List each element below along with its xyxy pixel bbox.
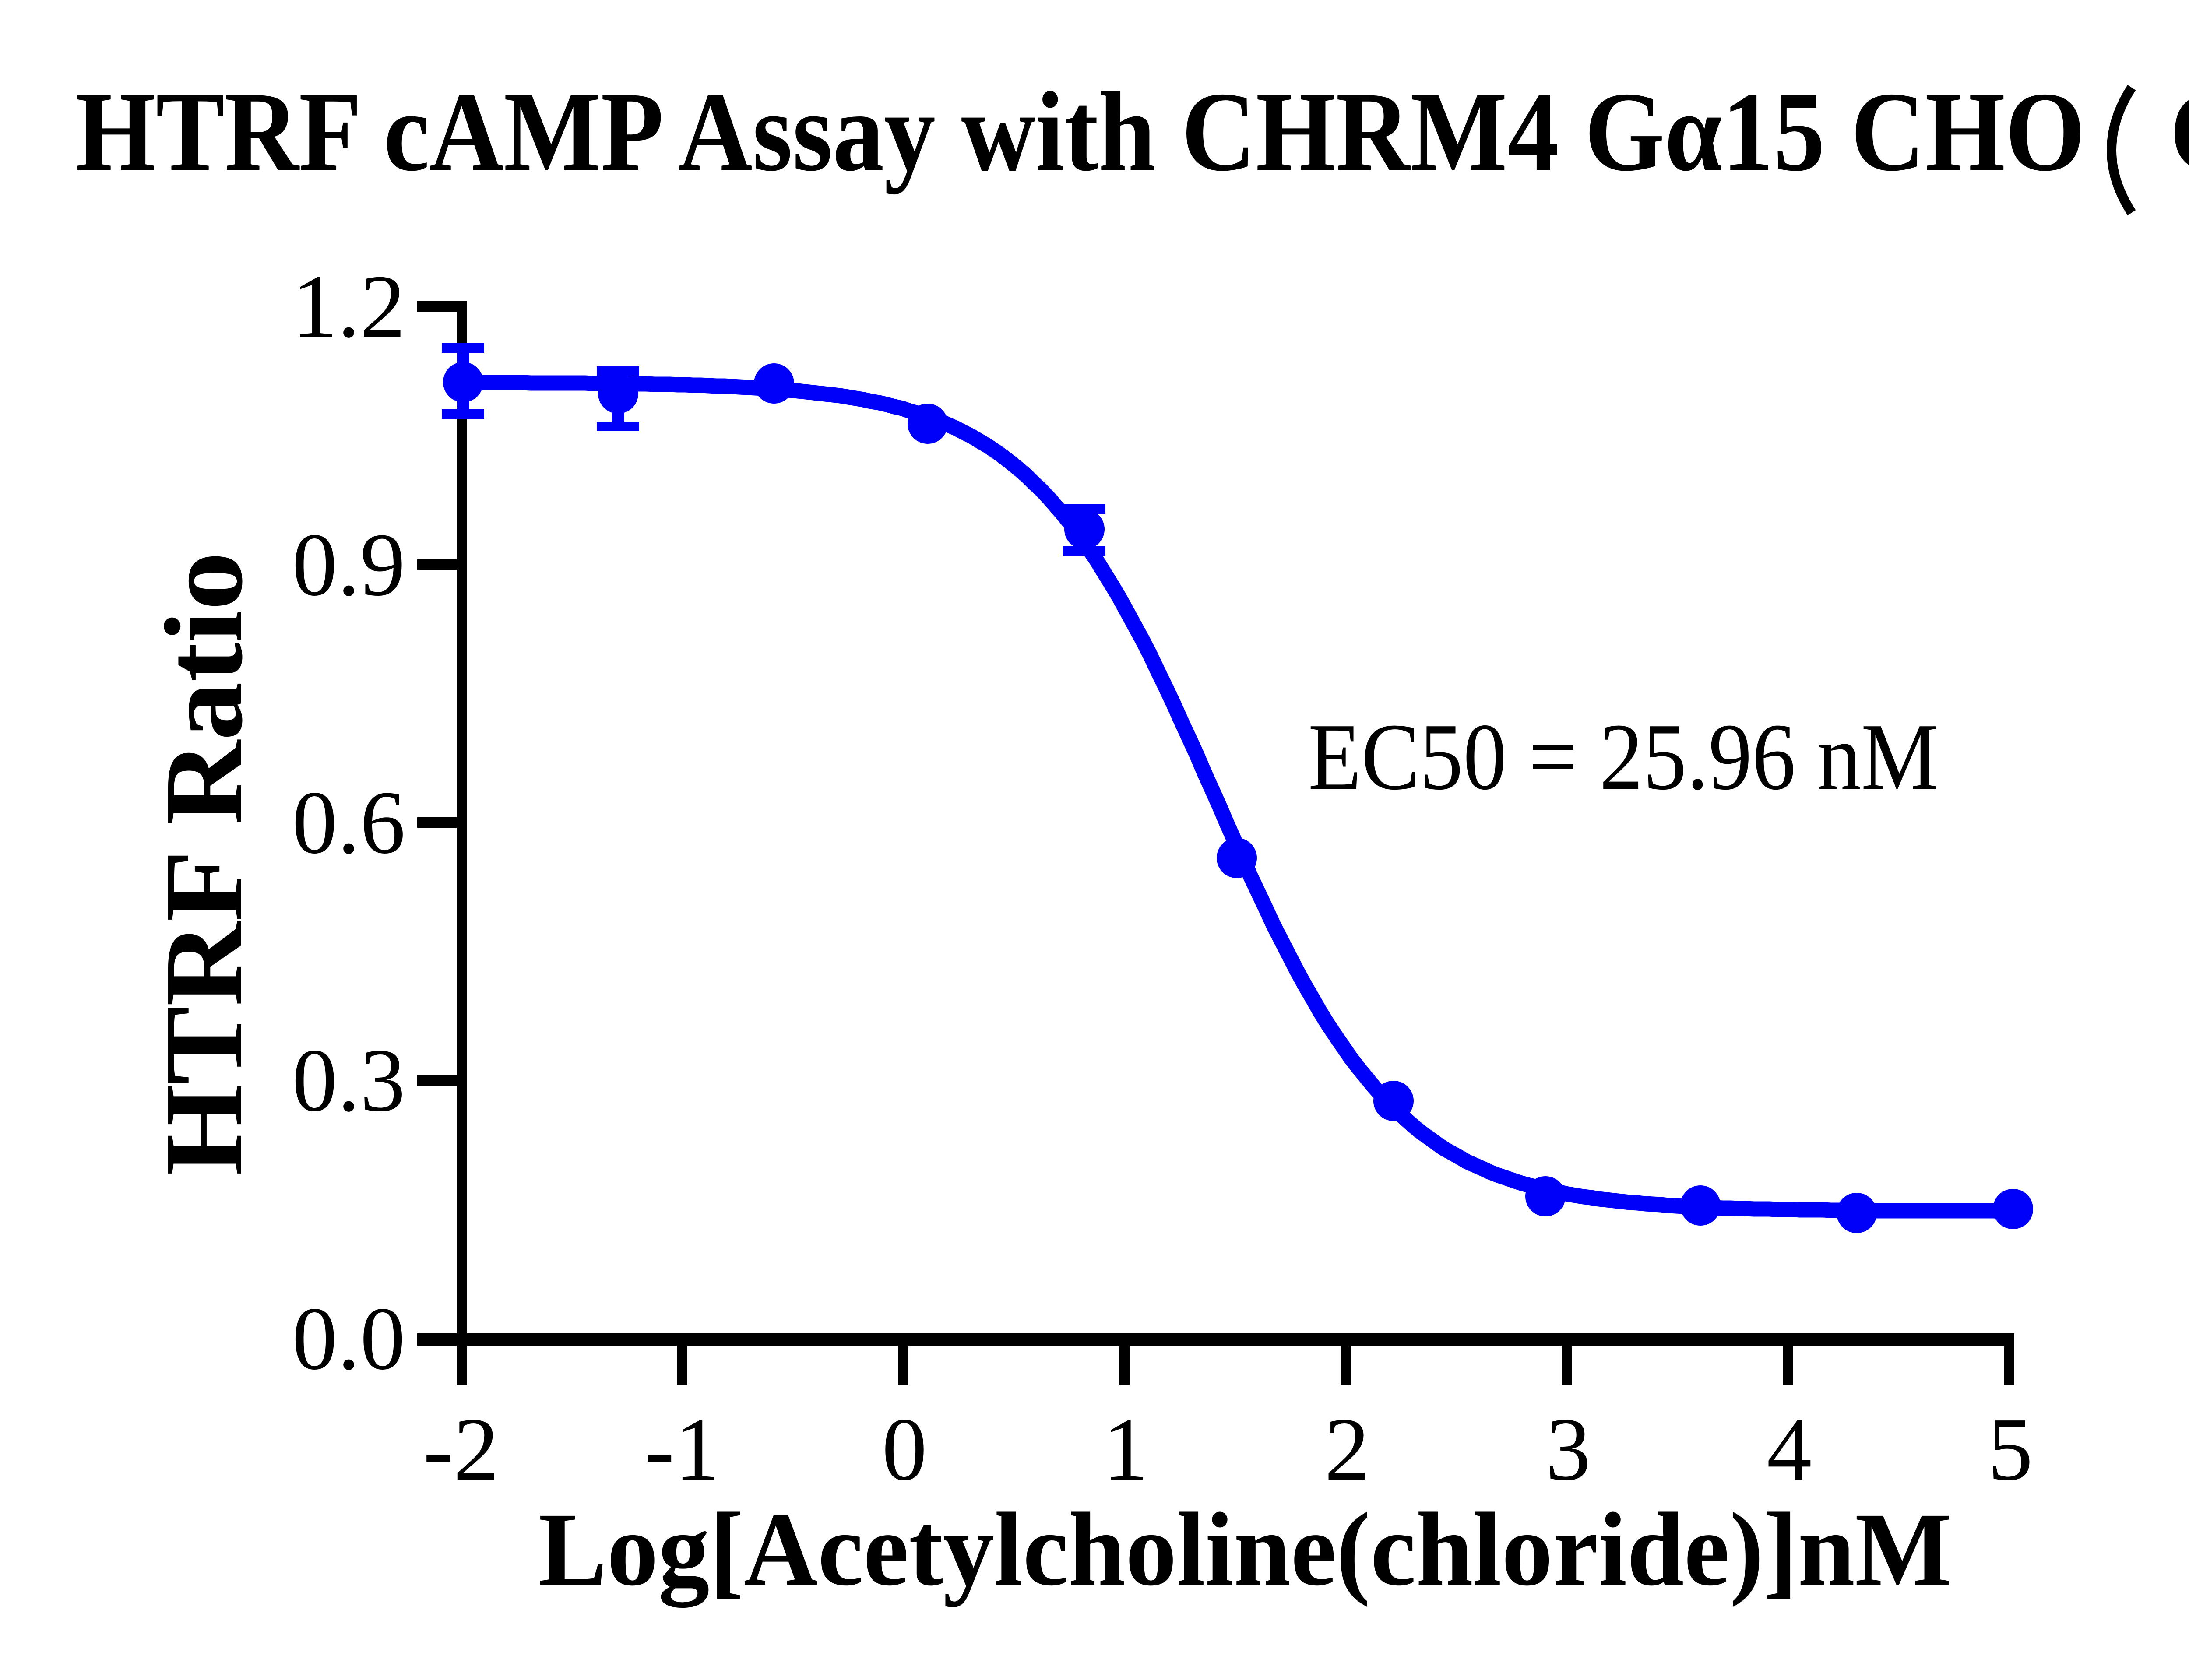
svg-text:C7: C7 <box>2170 69 2189 195</box>
svg-text:0: 0 <box>882 1399 927 1499</box>
svg-text:1.2: 1.2 <box>292 256 405 356</box>
svg-text:0.3: 0.3 <box>292 1030 405 1130</box>
svg-text:0.9: 0.9 <box>292 514 405 615</box>
svg-text:Log[Acetylcholine(chloride)]nM: Log[Acetylcholine(chloride)]nM <box>538 1491 1952 1608</box>
svg-text:3: 3 <box>1546 1399 1591 1499</box>
svg-text:EC50 = 25.96 nM: EC50 = 25.96 nM <box>1308 704 1939 810</box>
svg-text:-1: -1 <box>644 1399 720 1499</box>
svg-text:0.6: 0.6 <box>292 772 405 872</box>
svg-text:5: 5 <box>1988 1399 2033 1499</box>
svg-text:2: 2 <box>1325 1399 1370 1499</box>
svg-text:HTRF Ratio: HTRF Ratio <box>142 552 266 1176</box>
svg-text:HTRF cAMP Assay with CHRM4 Gα1: HTRF cAMP Assay with CHRM4 Gα15 CHO <box>76 69 2085 195</box>
svg-text:0.0: 0.0 <box>292 1288 405 1388</box>
svg-text:4: 4 <box>1767 1399 1812 1499</box>
svg-text:1: 1 <box>1103 1399 1148 1499</box>
svg-text:-2: -2 <box>423 1399 499 1499</box>
